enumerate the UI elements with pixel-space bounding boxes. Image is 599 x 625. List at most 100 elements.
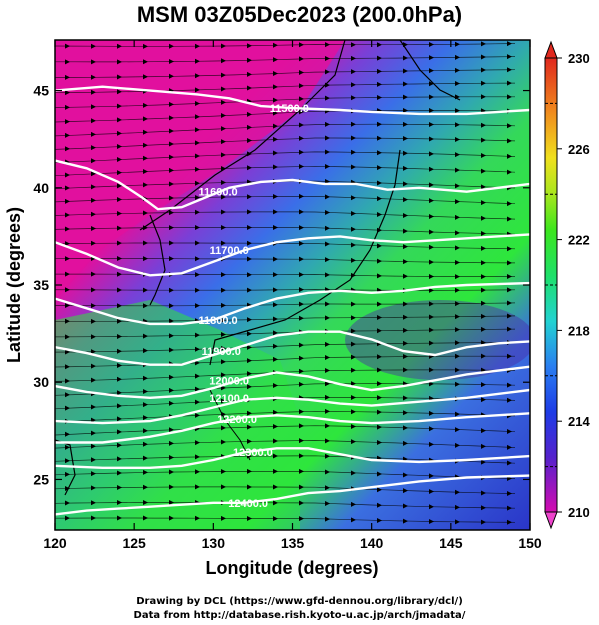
wind-arrow	[377, 518, 382, 524]
wind-arrow	[91, 500, 96, 506]
wind-arrow	[299, 484, 304, 490]
wind-arrow	[91, 226, 96, 232]
wind-arrow	[455, 167, 460, 173]
wind-arrow	[195, 240, 200, 246]
wind-arrow	[169, 210, 174, 216]
wind-arrow	[117, 470, 122, 476]
wind-arrow	[247, 384, 252, 390]
wind-arrow	[481, 245, 486, 251]
wind-arrow	[195, 153, 200, 159]
wind-arrow	[117, 240, 122, 246]
wind-arrow	[273, 225, 278, 231]
wind-arrow	[507, 505, 512, 511]
wind-arrow	[507, 300, 512, 306]
wind-arrow	[143, 129, 148, 135]
wind-arrow	[481, 519, 486, 525]
y-tick-label: 30	[33, 374, 49, 390]
wind-arrow	[377, 42, 382, 48]
wind-arrow	[481, 326, 486, 332]
wind-arrow	[91, 89, 96, 95]
wind-arrow	[65, 458, 70, 464]
wind-arrow	[481, 287, 486, 293]
wind-arrow	[481, 443, 486, 449]
wind-arrow	[65, 241, 70, 247]
wind-arrow	[299, 163, 304, 169]
wind-arrow	[143, 348, 148, 354]
wind-arrow	[299, 272, 304, 278]
wind-arrow	[273, 438, 278, 444]
wind-arrow	[481, 80, 486, 86]
wind-arrow	[403, 259, 408, 265]
wind-arrow	[299, 122, 304, 128]
wind-arrow	[117, 287, 122, 293]
wind-arrow	[507, 138, 512, 144]
height-contour	[55, 447, 530, 469]
height-contour	[55, 159, 530, 211]
wind-arrow	[221, 425, 226, 431]
wind-arrow	[403, 108, 408, 114]
wind-arrow	[481, 340, 486, 346]
wind-arrow	[325, 453, 330, 459]
wind-arrow	[429, 488, 434, 494]
wind-arrow	[377, 150, 382, 156]
contour-label: 11600.0	[199, 187, 238, 199]
wind-arrow	[507, 313, 512, 319]
wind-arrow	[117, 211, 122, 217]
wind-arrow	[273, 97, 278, 103]
wind-arrow	[91, 118, 96, 124]
wind-arrow	[455, 327, 460, 333]
wind-arrow	[377, 381, 382, 387]
wind-arrow	[351, 135, 356, 141]
contour-label: 12000.0	[209, 375, 249, 387]
wind-arrow	[143, 402, 148, 408]
wind-arrow	[221, 385, 226, 391]
wind-arrow	[429, 340, 434, 346]
wind-arrow	[429, 213, 434, 219]
wind-arrow	[481, 260, 486, 266]
wind-arrow	[221, 484, 226, 490]
wind-arrow	[143, 142, 148, 148]
wind-arrow	[455, 183, 460, 189]
plot-area: 11500.0 11600.0 11700.0 11800.0 11900.0 12000…	[55, 40, 530, 530]
wind-arrow	[507, 519, 512, 525]
wind-arrow	[65, 364, 70, 370]
wind-arrow	[221, 126, 226, 132]
wind-arrow	[299, 409, 304, 415]
wind-arrow	[403, 55, 408, 61]
wind-arrow	[481, 459, 486, 465]
wind-arrow	[299, 96, 304, 102]
x-axis-ticks: 120 125 130 135 140 145 150	[43, 40, 542, 551]
wind-arrow	[325, 408, 330, 414]
wind-arrow	[481, 490, 486, 496]
wind-arrow	[325, 55, 330, 61]
wind-arrow	[377, 471, 382, 477]
footer-credit-dcl: Drawing by DCL (https://www.gfd-dennou.o…	[136, 596, 463, 607]
wind-arrow	[91, 318, 96, 324]
wind-arrow	[403, 94, 408, 100]
contour-label: 12200.0	[217, 414, 257, 426]
wind-arrow	[169, 318, 174, 324]
wind-arrow	[429, 166, 434, 172]
wind-arrow	[403, 68, 408, 74]
wind-arrow	[65, 471, 70, 477]
wind-arrow	[221, 372, 226, 378]
wind-arrow	[195, 515, 200, 521]
wind-arrow	[507, 274, 512, 280]
wind-arrow	[377, 487, 382, 493]
wind-arrow	[91, 443, 96, 449]
wind-arrow	[65, 318, 70, 324]
wind-arrow	[273, 150, 278, 156]
wind-arrow	[117, 59, 122, 65]
wind-arrow	[169, 181, 174, 187]
wind-arrow	[65, 349, 70, 355]
wind-arrow	[403, 472, 408, 478]
wind-arrow	[91, 334, 96, 340]
wind-arrow	[65, 378, 70, 384]
wind-arrow	[481, 300, 486, 306]
wind-arrow	[351, 42, 356, 48]
wind-arrow	[455, 367, 460, 373]
wind-arrow	[377, 273, 382, 279]
wind-arrow	[507, 460, 512, 466]
wind-arrow	[273, 57, 278, 63]
wind-arrow	[429, 94, 434, 100]
